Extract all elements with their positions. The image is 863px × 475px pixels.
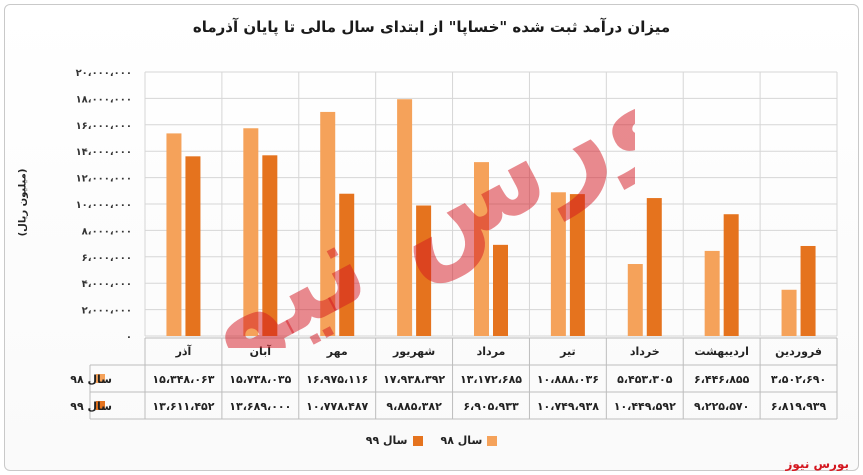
data-label: ۱۳،۶۸۹،۰۰۰ xyxy=(229,400,291,413)
category-label: مهر xyxy=(326,345,348,358)
data-label: ۶،۹۰۵،۹۳۳ xyxy=(463,400,519,413)
data-label: ۳،۵۰۲،۶۹۰ xyxy=(771,373,826,386)
category-label: آذر xyxy=(175,344,192,358)
y-tick-label: ۸،۰۰۰،۰۰۰ xyxy=(82,226,132,237)
chart-frame xyxy=(4,4,859,471)
legend-item-98: سال ۹۸ xyxy=(441,434,498,447)
bar xyxy=(550,192,566,336)
data-label: ۹،۸۸۵،۳۸۲ xyxy=(386,400,442,413)
y-tick-label: ۲،۰۰۰،۰۰۰ xyxy=(82,306,132,317)
bar xyxy=(493,244,508,336)
y-tick-label: ۱۲،۰۰۰،۰۰۰ xyxy=(76,174,132,185)
bar xyxy=(397,99,413,336)
legend-item-99: سال ۹۹ xyxy=(366,434,423,447)
data-label: ۱۳،۶۱۱،۴۵۲ xyxy=(152,400,214,413)
legend-label-99: سال ۹۹ xyxy=(365,434,408,447)
category-label: آبان xyxy=(250,344,272,358)
data-label: ۱۵،۳۴۸،۰۶۳ xyxy=(152,373,214,386)
data-label: ۱۳،۱۷۲،۶۸۵ xyxy=(460,373,522,386)
bar xyxy=(416,205,432,336)
data-label: ۱۰،۴۴۹،۵۹۲ xyxy=(614,400,676,413)
data-label: ۱۵،۷۳۸،۰۳۵ xyxy=(229,373,291,386)
brand-label: بورس نیوز xyxy=(785,457,849,471)
data-label: ۱۰،۷۴۹،۹۳۸ xyxy=(537,400,599,413)
data-label: ۵،۴۵۳،۳۰۵ xyxy=(617,373,673,386)
series-row-label: سال ۹۹ xyxy=(70,400,112,413)
category-label: اردیبهشت xyxy=(694,345,748,358)
bar xyxy=(185,156,201,336)
series-row-label: سال ۹۸ xyxy=(70,373,112,386)
data-label: ۹،۲۲۵،۵۷۰ xyxy=(694,400,749,413)
y-tick-label: ۴،۰۰۰،۰۰۰ xyxy=(82,279,132,290)
data-label: ۶،۸۱۹،۹۳۹ xyxy=(771,400,827,413)
bar xyxy=(569,194,585,336)
category-label: خرداد xyxy=(630,345,660,358)
y-tick-label: ۱۶،۰۰۰،۰۰۰ xyxy=(76,121,132,132)
data-label: ۱۷،۹۳۸،۳۹۲ xyxy=(383,373,445,386)
y-tick-label: ۰ xyxy=(126,332,132,343)
bar xyxy=(474,162,489,336)
y-axis-label: (میلیون ریال) xyxy=(17,168,29,237)
category-label: تیر xyxy=(559,345,575,358)
y-tick-label: ۱۰،۰۰۰،۰۰۰ xyxy=(76,200,132,211)
legend-swatch-98 xyxy=(487,435,498,446)
legend-label-98: سال ۹۸ xyxy=(440,434,483,447)
bar xyxy=(704,250,720,336)
y-tick-label: ۱۴،۰۰۰،۰۰۰ xyxy=(76,147,132,158)
y-tick-label: ۱۸،۰۰۰،۰۰۰ xyxy=(76,94,132,105)
y-tick-label: ۶،۰۰۰،۰۰۰ xyxy=(82,253,132,264)
category-label: مرداد xyxy=(477,345,506,358)
row-legend-swatch xyxy=(96,401,105,410)
data-label: ۱۶،۹۷۵،۱۱۶ xyxy=(306,373,368,386)
bar xyxy=(262,155,278,336)
bar xyxy=(627,264,643,336)
bar xyxy=(646,198,662,336)
bar xyxy=(320,111,336,336)
data-label: ۱۰،۸۸۸،۰۳۶ xyxy=(537,373,599,386)
bar xyxy=(166,133,182,336)
category-label: شهریور xyxy=(392,345,435,358)
data-label: ۱۰،۷۷۸،۴۸۷ xyxy=(306,400,368,413)
bar xyxy=(243,128,259,336)
y-tick-label: ۲۰،۰۰۰،۰۰۰ xyxy=(76,68,132,79)
row-legend-swatch xyxy=(96,374,105,383)
bar xyxy=(781,289,797,336)
bar xyxy=(800,245,816,336)
legend: سال ۹۸ سال ۹۹ xyxy=(0,434,863,447)
data-label: ۶،۴۴۶،۸۵۵ xyxy=(694,373,750,386)
chart-title: میزان درآمد ثبت شده "خساپا" از ابتدای سا… xyxy=(192,18,671,36)
bar xyxy=(339,193,355,336)
category-label: فروردین xyxy=(775,345,822,358)
bar xyxy=(723,214,739,336)
legend-swatch-99 xyxy=(412,435,423,446)
